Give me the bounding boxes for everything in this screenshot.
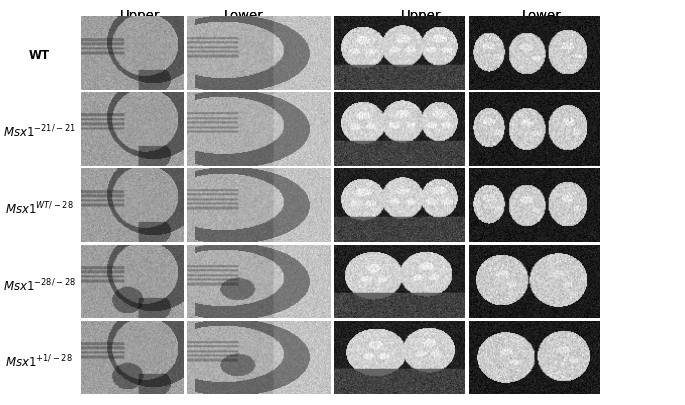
- Text: q: q: [85, 325, 91, 335]
- Text: p: p: [473, 249, 479, 259]
- Polygon shape: [298, 362, 309, 369]
- Text: c: c: [338, 20, 344, 30]
- Text: h: h: [473, 96, 479, 106]
- Text: t: t: [473, 325, 477, 335]
- Polygon shape: [341, 292, 352, 298]
- Text: M2: M2: [523, 72, 539, 82]
- Text: WT: WT: [29, 49, 49, 62]
- Text: Lower: Lower: [521, 9, 561, 22]
- Text: Lower: Lower: [521, 9, 561, 22]
- Text: a: a: [85, 20, 91, 30]
- Polygon shape: [298, 286, 309, 293]
- Text: d: d: [473, 20, 479, 30]
- Text: $\mathit{Msx1}^{+1/-28}$: $\mathit{Msx1}^{+1/-28}$: [5, 354, 73, 370]
- Text: o: o: [338, 249, 345, 259]
- Text: M3: M3: [484, 72, 500, 82]
- Text: e: e: [85, 96, 91, 106]
- Polygon shape: [219, 336, 230, 343]
- Polygon shape: [219, 260, 230, 267]
- Text: M3: M3: [349, 72, 366, 82]
- Bar: [331, 0, 334, 405]
- Text: g: g: [338, 96, 345, 106]
- Text: Upper: Upper: [401, 9, 441, 22]
- Text: $\mathit{Msx1}^{WT/-28}$: $\mathit{Msx1}^{WT/-28}$: [5, 201, 73, 217]
- Polygon shape: [90, 368, 101, 375]
- Text: $\mathit{Msx1}^{-21/-21}$: $\mathit{Msx1}^{-21/-21}$: [3, 124, 75, 141]
- Text: Lower: Lower: [223, 9, 263, 22]
- Text: Upper: Upper: [401, 9, 441, 22]
- Polygon shape: [90, 292, 101, 298]
- Text: n: n: [191, 249, 197, 259]
- Text: $\mathit{Msx1}^{-28/-28}$: $\mathit{Msx1}^{-28/-28}$: [3, 277, 75, 294]
- Text: Upper: Upper: [121, 9, 160, 22]
- Text: s: s: [338, 325, 343, 335]
- Text: M1: M1: [562, 72, 578, 82]
- Polygon shape: [358, 371, 369, 377]
- Polygon shape: [497, 292, 508, 298]
- Polygon shape: [339, 371, 350, 377]
- Polygon shape: [475, 371, 486, 377]
- Text: k: k: [338, 173, 344, 183]
- Text: f: f: [191, 96, 195, 106]
- Text: l: l: [473, 173, 475, 183]
- Text: M1: M1: [427, 72, 444, 82]
- Text: M2: M2: [388, 72, 405, 82]
- Polygon shape: [197, 260, 208, 267]
- Text: i: i: [85, 173, 88, 183]
- Text: j: j: [191, 173, 194, 183]
- Polygon shape: [477, 292, 488, 298]
- Polygon shape: [197, 336, 208, 343]
- Polygon shape: [496, 371, 507, 377]
- Text: m: m: [85, 249, 95, 259]
- Text: r: r: [191, 325, 195, 335]
- Text: Lower: Lower: [223, 9, 263, 22]
- Text: Upper: Upper: [121, 9, 160, 22]
- Text: b: b: [191, 20, 197, 30]
